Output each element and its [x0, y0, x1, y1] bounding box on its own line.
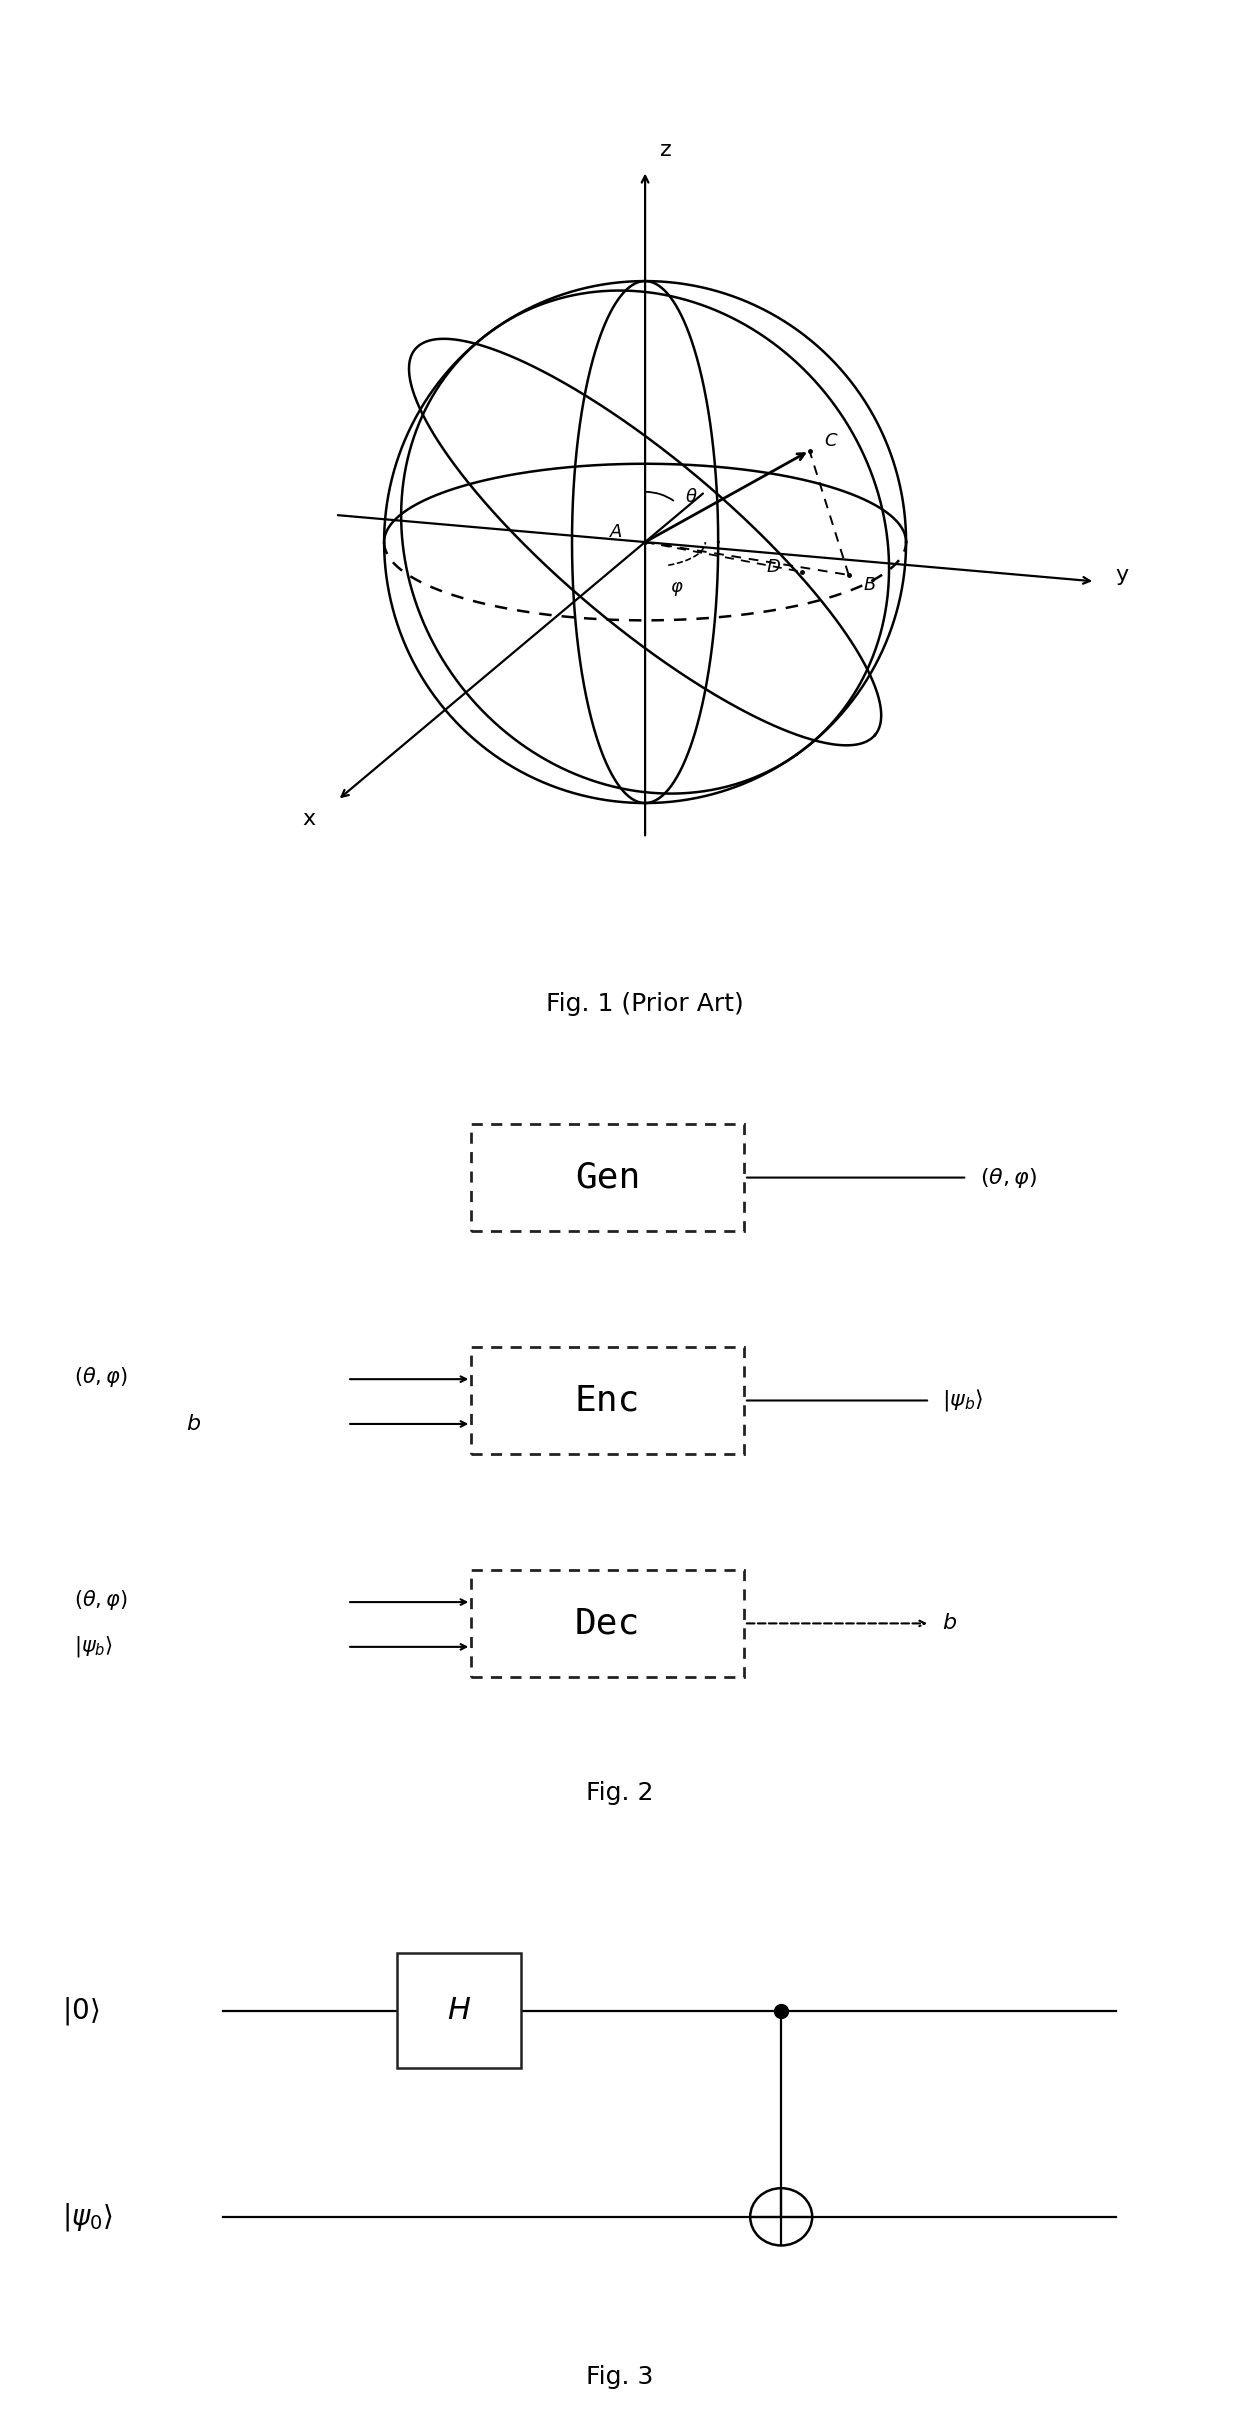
- FancyBboxPatch shape: [397, 1953, 521, 2067]
- FancyBboxPatch shape: [471, 1124, 744, 1231]
- Text: $b$: $b$: [942, 1614, 957, 1633]
- Text: z: z: [660, 141, 672, 160]
- Text: C: C: [825, 431, 837, 451]
- Text: x: x: [303, 809, 315, 829]
- Text: Dec: Dec: [575, 1606, 640, 1640]
- Text: Fig. 1 (Prior Art): Fig. 1 (Prior Art): [547, 991, 744, 1015]
- FancyBboxPatch shape: [471, 1347, 744, 1454]
- Text: $|\psi_b\rangle$: $|\psi_b\rangle$: [942, 1388, 983, 1413]
- Text: $|0\rangle$: $|0\rangle$: [62, 1994, 99, 2026]
- Text: $|\psi_0\rangle$: $|\psi_0\rangle$: [62, 2200, 113, 2234]
- Text: A: A: [610, 523, 622, 540]
- Text: Fig. 2: Fig. 2: [587, 1781, 653, 1805]
- Text: $|\psi_b\rangle$: $|\psi_b\rangle$: [74, 1636, 113, 1660]
- Text: Gen: Gen: [575, 1161, 640, 1195]
- FancyBboxPatch shape: [471, 1570, 744, 1677]
- Text: $(\theta, \varphi)$: $(\theta, \varphi)$: [74, 1364, 128, 1388]
- Text: B: B: [864, 577, 877, 594]
- Text: $(\theta, \varphi)$: $(\theta, \varphi)$: [74, 1587, 128, 1611]
- Text: y: y: [1115, 565, 1128, 586]
- Text: D: D: [766, 557, 780, 577]
- Text: $b$: $b$: [186, 1415, 201, 1434]
- Text: $\theta$: $\theta$: [686, 487, 698, 506]
- Text: Fig. 3: Fig. 3: [587, 2365, 653, 2389]
- Text: Enc: Enc: [575, 1384, 640, 1417]
- Text: $(\theta, \varphi)$: $(\theta, \varphi)$: [980, 1165, 1037, 1190]
- Text: $H$: $H$: [446, 1997, 471, 2026]
- Text: $\varphi$: $\varphi$: [670, 579, 684, 598]
